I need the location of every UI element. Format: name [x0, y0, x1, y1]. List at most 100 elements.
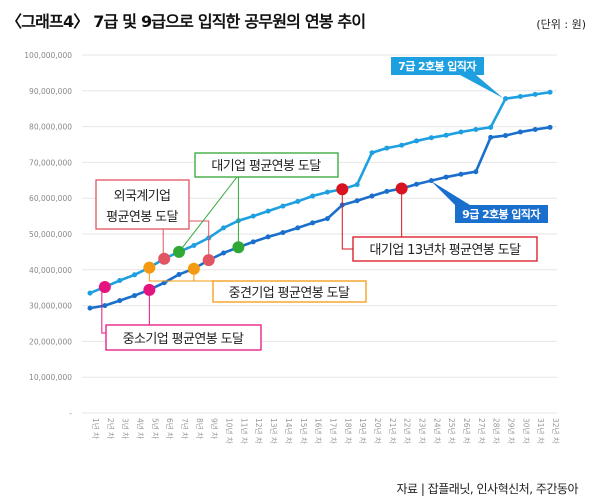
callout-text: 평균연봉 도달 — [106, 210, 178, 225]
series-name-7급: 7급 2호봉 입직자 — [398, 59, 477, 73]
unit-label: (단위 : 원) — [536, 18, 586, 31]
leader-line — [101, 286, 106, 334]
x-tick-label: 13년 차 — [269, 418, 279, 444]
callout-large-biz: 대기업 평균연봉 도달 — [194, 152, 339, 178]
data-point — [176, 271, 182, 277]
callout-midsize-biz: 중견기업 평균연봉 도달 — [212, 280, 367, 303]
data-point — [532, 91, 538, 97]
x-tick-label: 30년 차 — [521, 418, 531, 444]
data-point — [117, 278, 123, 284]
x-tick-label: 10년 차 — [225, 418, 235, 444]
data-point — [280, 230, 286, 236]
data-point — [265, 208, 271, 214]
data-point — [458, 129, 464, 135]
x-tick-label: 28년 차 — [492, 418, 502, 444]
data-point — [295, 198, 301, 204]
milestone-marker — [143, 283, 156, 296]
data-point — [310, 193, 316, 199]
leader-line — [178, 176, 238, 253]
callout-foreign-biz: 외국계기업 평균연봉 도달 — [95, 179, 190, 230]
callout-text: 중견기업 평균연봉 도달 — [229, 286, 350, 301]
data-point — [443, 174, 449, 180]
series-label-9급: 9급 2호봉 입직자 — [431, 181, 548, 223]
milestone-marker — [173, 245, 186, 258]
callout-text: 외국계기업 — [114, 189, 171, 204]
data-point — [132, 272, 138, 278]
y-tick-label: 50,000,000 — [29, 230, 72, 239]
data-point — [428, 135, 434, 141]
data-point — [117, 298, 123, 304]
x-tick-label: 6년 차 — [165, 418, 175, 439]
data-point — [265, 234, 271, 240]
data-point — [384, 188, 390, 194]
callout-text: 중소기업 평균연봉 도달 — [123, 332, 244, 347]
y-tick-label: 70,000,000 — [29, 158, 72, 167]
x-tick-label: 14년 차 — [284, 418, 294, 444]
callout-text: 대기업 13년차 평균연봉 도달 — [370, 243, 522, 258]
data-point — [428, 178, 434, 184]
callout-small-biz: 중소기업 평균연봉 도달 — [105, 324, 262, 351]
y-tick-label: 30,000,000 — [29, 302, 72, 311]
data-point — [369, 193, 375, 199]
y-tick-label: 60,000,000 — [29, 194, 72, 203]
data-point — [87, 305, 93, 311]
x-tick-label: 7년 차 — [180, 418, 190, 439]
y-tick-label: 100,000,000 — [24, 51, 72, 60]
x-tick-label: 22년 차 — [403, 418, 413, 444]
x-tick-label: 24년 차 — [432, 418, 442, 444]
y-tick-label: 20,000,000 — [29, 337, 72, 346]
data-point — [280, 203, 286, 209]
x-tick-label: 32년 차 — [551, 418, 561, 444]
milestone-marker — [395, 182, 408, 195]
leader-line — [341, 189, 353, 250]
data-point — [517, 94, 523, 100]
data-point — [503, 96, 509, 102]
y-tick-label: 80,000,000 — [29, 123, 72, 132]
x-tick-label: 8년 차 — [195, 418, 205, 439]
milestone-marker — [143, 261, 156, 274]
data-point — [547, 124, 553, 130]
x-tick-label: 17년 차 — [328, 418, 338, 444]
chart-title: 〈그래프4〉 7급 및 9급으로 입직한 공무원의 연봉 추이 — [6, 12, 366, 31]
data-point — [250, 213, 256, 219]
source-note: 자료 | 잡플래닛, 인사혁신처, 주간동아 — [396, 482, 578, 496]
y-tick-label: 90,000,000 — [29, 87, 72, 96]
x-tick-label: 2년 차 — [106, 418, 116, 439]
x-tick-label: 15년 차 — [299, 418, 309, 444]
milestone-marker — [187, 262, 200, 275]
data-point — [458, 171, 464, 177]
data-point — [310, 220, 316, 226]
leader-line — [189, 220, 210, 261]
callout-large-biz-13yr: 대기업 13년차 평균연봉 도달 — [352, 236, 538, 262]
data-point — [221, 250, 227, 256]
data-point — [399, 142, 405, 148]
x-tick-label: 12년 차 — [254, 418, 264, 444]
x-tick-label: 21년 차 — [388, 418, 398, 444]
milestone-marker — [336, 183, 349, 196]
data-point — [102, 303, 108, 309]
milestone-marker — [232, 241, 245, 254]
data-point — [413, 138, 419, 144]
x-tick-label: 9년 차 — [210, 418, 220, 439]
x-tick-label: 31년 차 — [536, 418, 546, 444]
data-point — [324, 189, 330, 195]
data-point — [354, 182, 360, 188]
y-tick-label: - — [69, 409, 72, 418]
data-point — [517, 129, 523, 135]
data-point — [488, 134, 494, 140]
x-tick-label: 26년 차 — [462, 418, 472, 444]
data-point — [413, 181, 419, 187]
x-tick-label: 29년 차 — [507, 418, 517, 444]
data-point — [295, 225, 301, 231]
data-point — [473, 126, 479, 132]
x-tick-label: 23년 차 — [417, 418, 427, 444]
milestone-marker — [158, 252, 171, 265]
milestone-marker — [202, 254, 215, 267]
data-point — [547, 89, 553, 95]
data-point — [87, 290, 93, 296]
x-tick-label: 5년 차 — [150, 418, 160, 439]
data-point — [443, 132, 449, 138]
data-point — [532, 126, 538, 132]
data-point — [384, 145, 390, 151]
y-tick-label: 10,000,000 — [29, 373, 72, 382]
